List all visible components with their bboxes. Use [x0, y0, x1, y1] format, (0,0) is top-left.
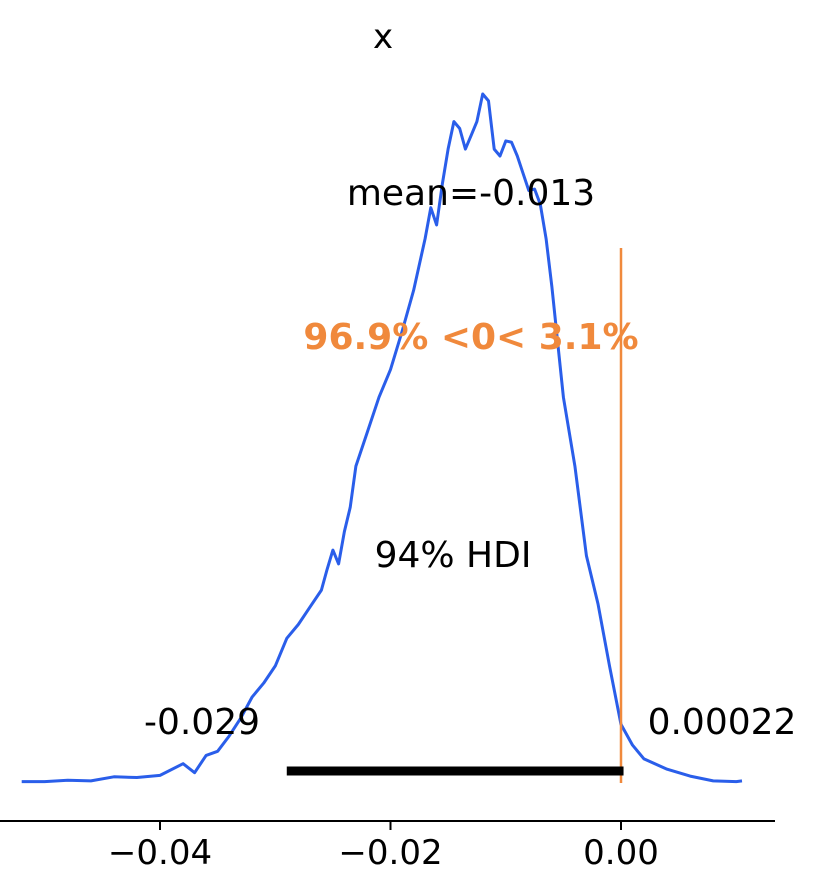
hdi-low-label: -0.029 [144, 702, 260, 743]
x-axis-ticks: −0.04 −0.02 0.00 [108, 821, 659, 873]
hdi-label: 94% HDI [375, 535, 532, 576]
x-tick-label: −0.04 [108, 833, 212, 873]
hdi-high-label: 0.00022 [648, 702, 797, 743]
x-tick-label: −0.02 [338, 833, 442, 873]
chart-title: x [373, 17, 393, 57]
density-curve [21, 92, 743, 784]
x-tick-label: 0.00 [583, 833, 659, 873]
mean-label: mean=-0.013 [347, 173, 595, 214]
reference-probability-label: 96.9% <0< 3.1% [303, 317, 638, 358]
